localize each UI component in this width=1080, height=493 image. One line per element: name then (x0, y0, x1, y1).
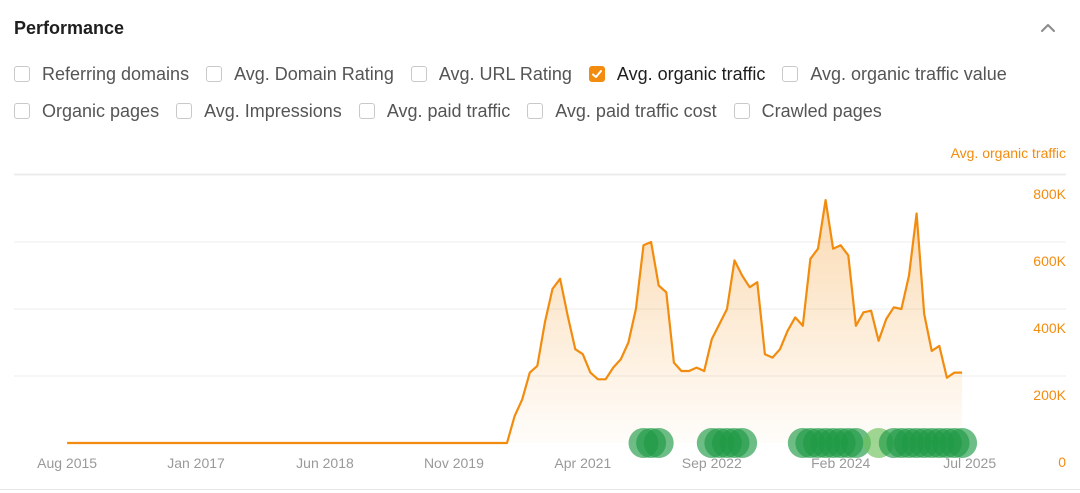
metric-toggle[interactable]: Crawled pages (733, 100, 882, 122)
metric-toggle[interactable]: Avg. organic traffic value (782, 63, 1007, 85)
y-axis-label: Avg. organic traffic (951, 145, 1066, 161)
metric-label: Organic pages (42, 100, 160, 121)
metric-label: Avg. organic traffic value (810, 63, 1007, 84)
metric-toggles: Referring domains Avg. Domain Rating Avg. … (14, 58, 1066, 132)
metric-label: Avg. paid traffic (386, 100, 511, 121)
checkbox[interactable] (733, 103, 750, 119)
metric-row: Referring domains Avg. Domain Rating Avg. … (14, 58, 1066, 90)
x-tick-label: Sep 2022 (682, 455, 742, 471)
y-tick-label: 400K (1033, 320, 1066, 336)
annotation-marker (947, 428, 978, 458)
panel-bottom-divider (0, 489, 1080, 490)
metric-label: Avg. Domain Rating (234, 63, 394, 84)
panel-title: Performance (14, 18, 125, 38)
y-tick-label: 600K (1033, 253, 1066, 269)
x-tick-label: Apr 2021 (554, 455, 611, 471)
annotation-marker (840, 428, 871, 458)
checkbox[interactable] (14, 103, 30, 119)
checkbox[interactable] (206, 66, 223, 82)
checkbox[interactable] (527, 103, 544, 119)
checkbox[interactable] (14, 66, 30, 82)
x-tick-label: Feb 2024 (811, 455, 870, 471)
metric-label: Avg. paid traffic cost (555, 100, 717, 121)
series-area (67, 200, 963, 443)
metric-toggle[interactable]: Avg. URL Rating (410, 63, 572, 85)
metric-label: Avg. Impressions (204, 100, 342, 121)
metric-label: Crawled pages (761, 100, 882, 121)
checkbox[interactable] (410, 66, 427, 82)
chevron-up-icon (1041, 24, 1055, 32)
x-tick-label: Jun 2018 (296, 455, 354, 471)
y-tick-label: 200K (1033, 387, 1066, 403)
x-tick-label: Jul 2025 (943, 455, 996, 471)
metric-toggle[interactable]: Avg. Domain Rating (206, 64, 394, 85)
series-line (67, 199, 963, 445)
y-tick-label: 800K (1033, 186, 1066, 202)
metric-row: Organic pages Avg. Impressions Avg. paid t… (14, 95, 1066, 127)
metric-toggle[interactable]: Avg. organic traffic (588, 63, 766, 85)
checkbox[interactable] (358, 103, 375, 119)
performance-chart: Avg. organic traffic 0 200K 400K 600K 800K Aug… (0, 140, 1080, 488)
metric-label: Avg. organic traffic (616, 63, 766, 84)
checkbox[interactable] (782, 66, 799, 82)
checkbox[interactable] (176, 103, 193, 119)
checkmark-icon (591, 70, 602, 78)
metric-toggle[interactable]: Avg. Impressions (176, 101, 342, 122)
checkbox-checked[interactable] (588, 66, 605, 82)
annotation-marker (643, 428, 674, 458)
metric-toggle[interactable]: Avg. paid traffic (358, 100, 511, 122)
annotation-marker (727, 428, 758, 458)
collapse-button[interactable] (1036, 16, 1060, 40)
y-tick-label: 0 (1058, 454, 1066, 470)
metric-label: Avg. URL Rating (438, 63, 572, 84)
chart-svg: Avg. organic traffic 0 200K 400K 600K 800K Aug… (14, 145, 1067, 471)
x-tick-label: Jan 2017 (167, 455, 225, 471)
x-tick-label: Aug 2015 (37, 455, 97, 471)
panel-header: Performance (14, 14, 1066, 42)
metric-toggle[interactable]: Referring domains (14, 64, 189, 85)
x-tick-label: Nov 2019 (424, 455, 484, 471)
metric-toggle[interactable]: Organic pages (14, 101, 159, 122)
metric-toggle[interactable]: Avg. paid traffic cost (527, 100, 717, 122)
metric-label: Referring domains (42, 63, 190, 84)
